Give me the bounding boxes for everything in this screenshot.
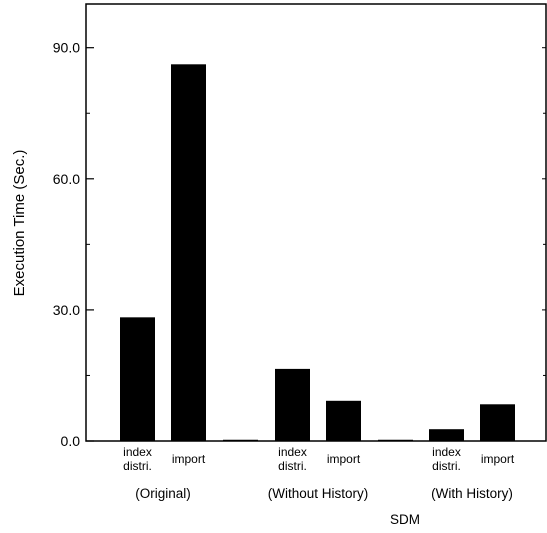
bar-category-line: import [172, 452, 206, 466]
bar-category-line: import [481, 452, 515, 466]
y-tick-label: 90.0 [53, 40, 80, 56]
y-axis-label: Execution Time (Sec.) [11, 150, 28, 297]
bar-category-label: index distri. [432, 445, 461, 473]
y-tick-label: 60.0 [53, 171, 80, 187]
x-axis-label: SDM [390, 512, 420, 527]
bar-category-line: index [278, 445, 307, 459]
bar-category-label: import [481, 452, 515, 466]
bar-category-label: import [327, 452, 361, 466]
bar [429, 429, 464, 441]
y-axis-ticks: 0.0 30.0 60.0 90.0 [53, 40, 94, 449]
bar-category-line: index [432, 445, 461, 459]
bar-category-label: index distri. [278, 445, 307, 473]
bar [171, 64, 206, 441]
bar [275, 368, 310, 441]
group-label: (With History) [431, 486, 513, 501]
bar-category-line: import [327, 452, 361, 466]
bar [326, 400, 361, 441]
bar-category-line: distri. [123, 459, 152, 473]
bar-category-label: import [172, 452, 206, 466]
category-labels: index distri. import index distri. import inde… [123, 445, 515, 473]
group-label: (Original) [135, 486, 191, 501]
bar-category-line: distri. [278, 459, 307, 473]
y-tick-label: 0.0 [61, 433, 81, 449]
bars [120, 64, 515, 441]
bar [120, 317, 155, 441]
group-labels: (Original) (Without History) (With History… [135, 486, 513, 501]
plot-frame [85, 3, 547, 442]
bar [480, 404, 515, 441]
bar-category-line: distri. [432, 459, 461, 473]
y-tick-label: 30.0 [53, 302, 80, 318]
bar-category-label: index distri. [123, 445, 152, 473]
group-label: (Without History) [268, 486, 369, 501]
right-axis-ticks [542, 47, 546, 442]
bar-category-line: index [123, 445, 152, 459]
